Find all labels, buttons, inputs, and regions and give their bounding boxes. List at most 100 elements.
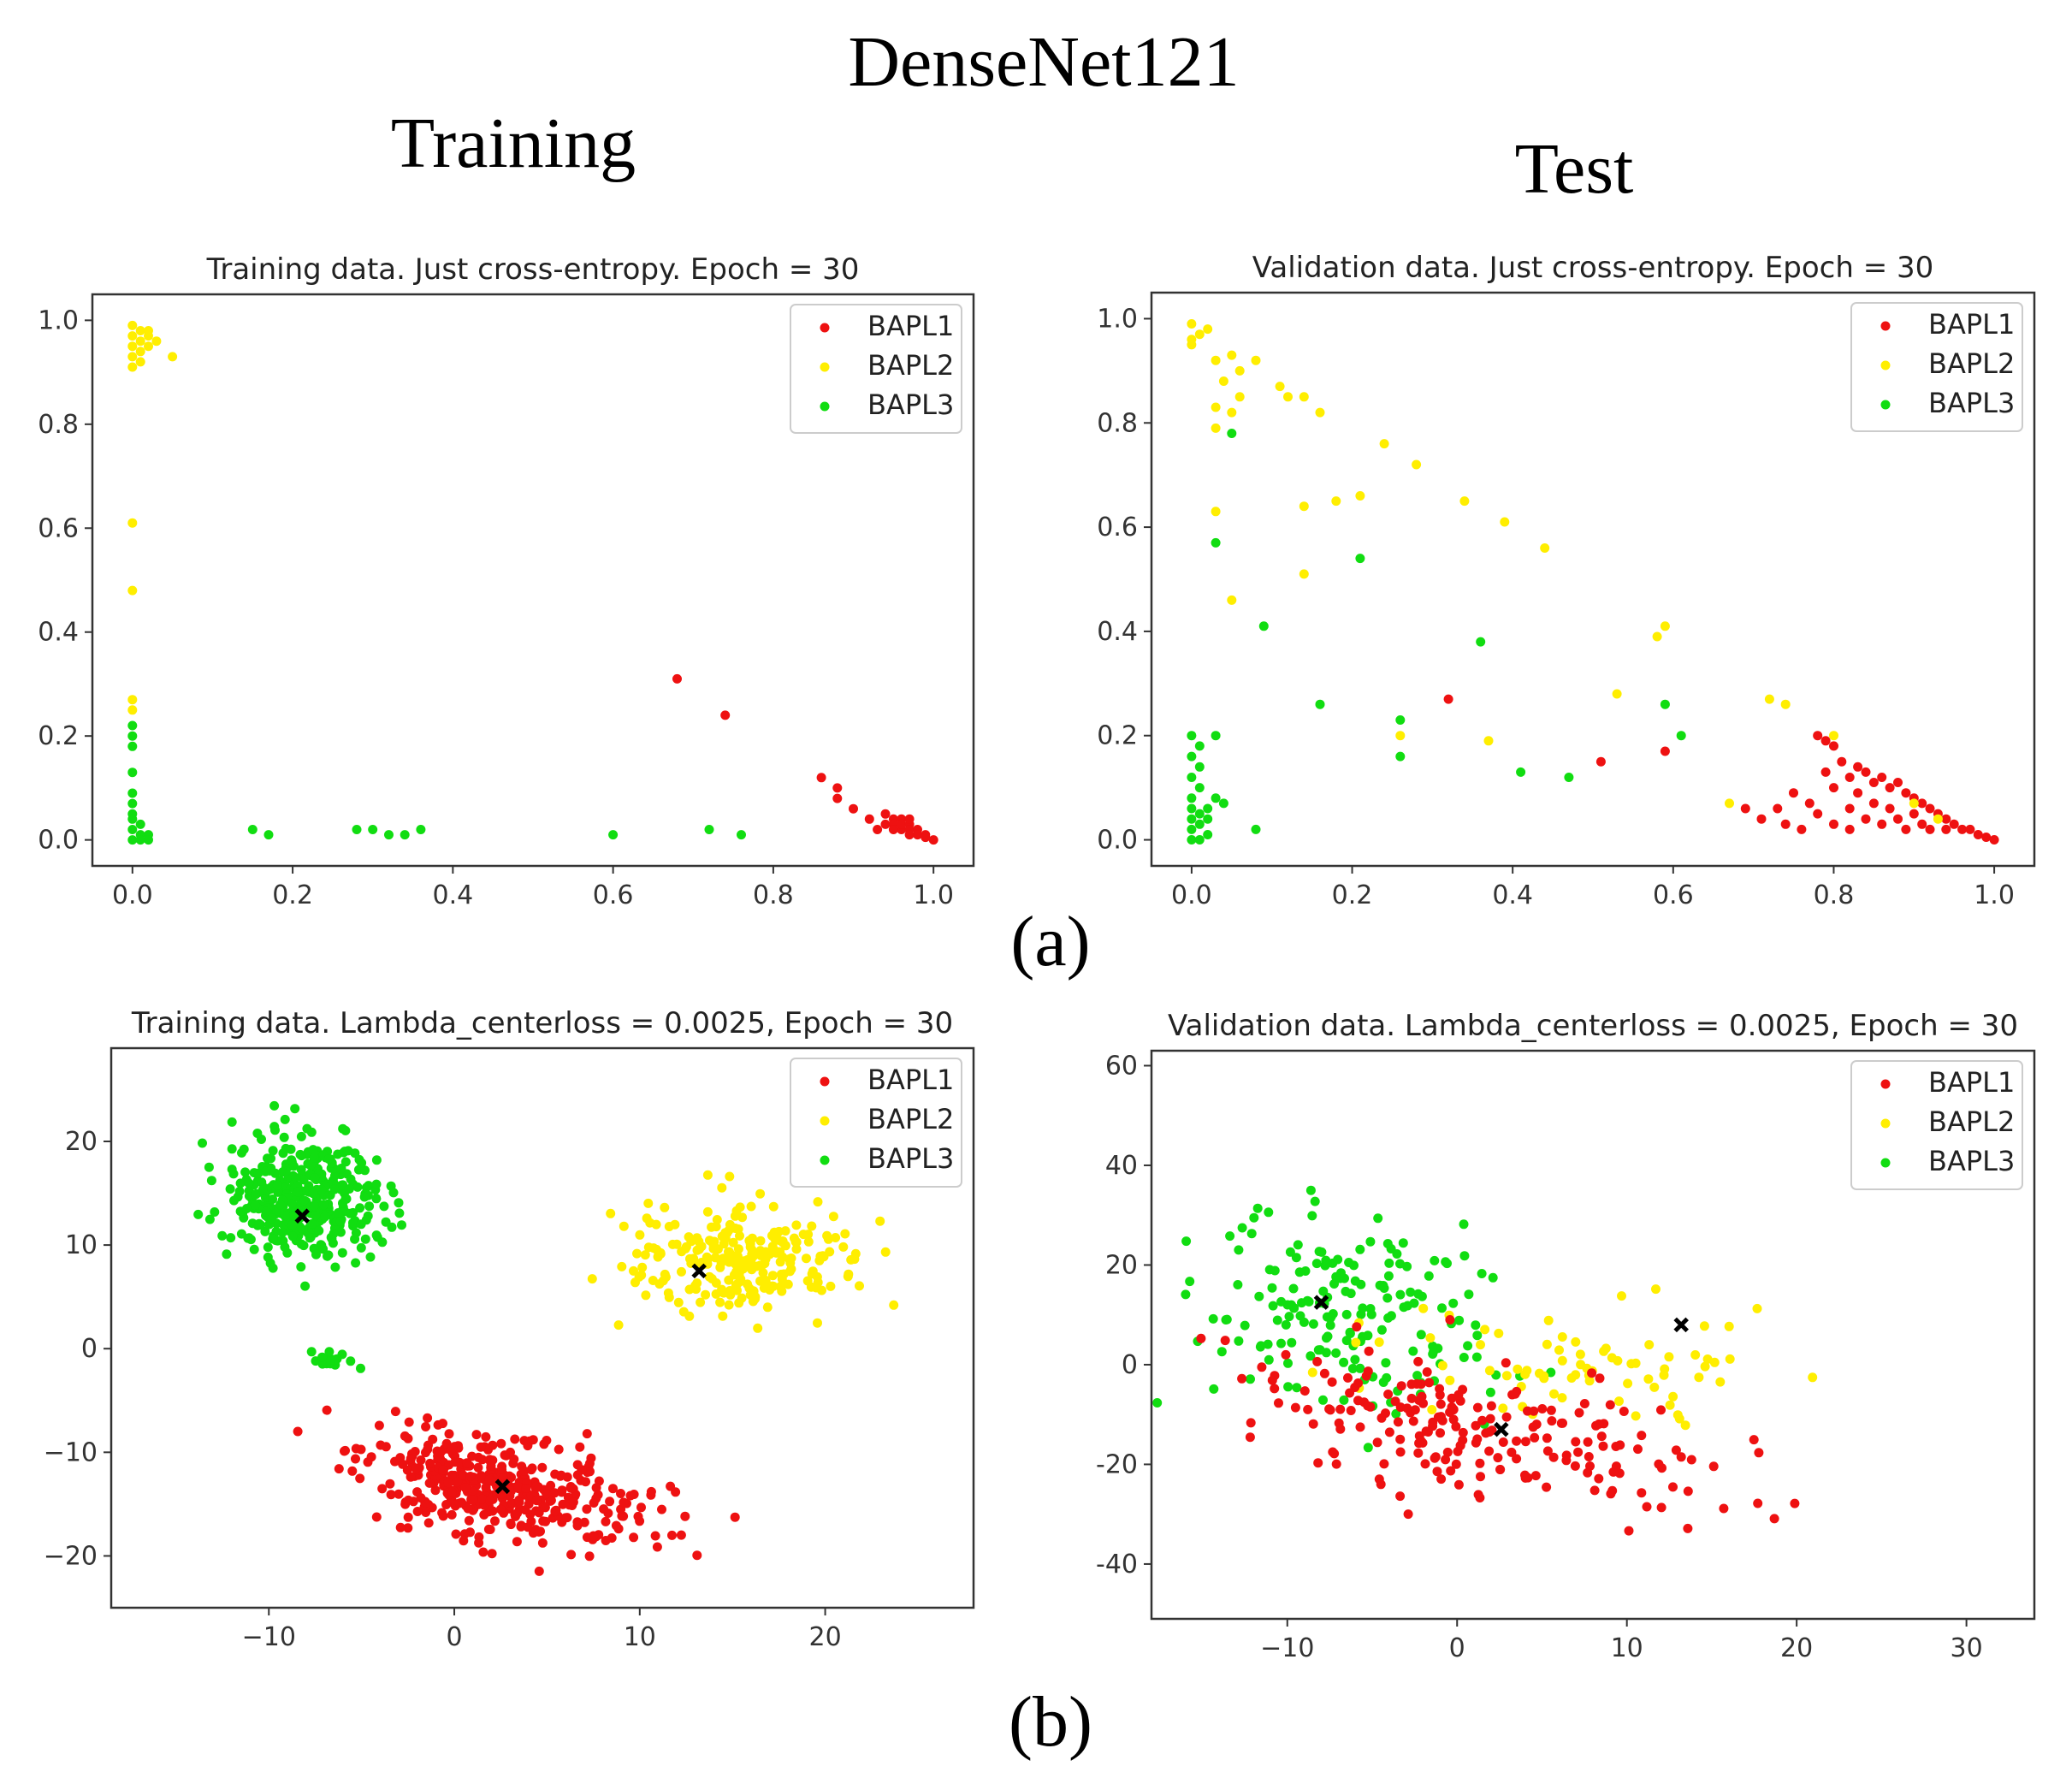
point-bapl1 (1430, 1453, 1440, 1463)
point-bapl2 (791, 1220, 802, 1230)
chart-title: Training data. Just cross-entropy. Epoch… (206, 252, 860, 287)
point-bapl1 (1683, 1523, 1693, 1533)
point-bapl2 (660, 1202, 670, 1212)
point-bapl3 (1194, 809, 1205, 819)
point-bapl1 (1829, 783, 1838, 793)
point-bapl3 (240, 1167, 251, 1177)
point-bapl1 (1376, 1413, 1387, 1423)
point-bapl3 (1203, 814, 1213, 824)
point-bapl3 (127, 825, 138, 834)
point-bapl1 (423, 1413, 433, 1423)
point-bapl1 (1290, 1402, 1300, 1413)
point-bapl3 (1246, 1374, 1255, 1384)
point-bapl3 (296, 1165, 306, 1175)
point-bapl1 (1274, 1398, 1283, 1408)
point-bapl1 (566, 1550, 577, 1560)
point-bapl3 (323, 1154, 334, 1164)
point-bapl1 (864, 814, 874, 824)
point-bapl2 (768, 1201, 778, 1212)
point-bapl2 (783, 1279, 793, 1289)
point-bapl3 (1310, 1196, 1320, 1206)
point-bapl3 (337, 1248, 347, 1258)
point-bapl3 (311, 1211, 321, 1221)
point-bapl2 (1566, 1373, 1577, 1383)
point-bapl3 (1345, 1327, 1355, 1337)
point-bapl3 (309, 1153, 319, 1163)
point-bapl3 (135, 835, 145, 845)
points (1187, 319, 1999, 845)
point-bapl3 (371, 1179, 382, 1189)
point-bapl1 (447, 1509, 457, 1520)
point-bapl2 (680, 1243, 690, 1253)
point-bapl3 (1264, 1354, 1274, 1365)
point-bapl1 (1573, 1447, 1584, 1457)
point-bapl2 (1412, 459, 1422, 470)
point-bapl3 (1333, 1254, 1343, 1265)
point-bapl2 (127, 362, 138, 372)
point-bapl1 (424, 1478, 435, 1488)
point-bapl3 (127, 814, 138, 824)
point-bapl1 (1571, 1437, 1581, 1447)
point-bapl1 (616, 1489, 625, 1498)
point-bapl3 (127, 741, 138, 751)
point-bapl1 (438, 1465, 448, 1475)
point-bapl3 (1194, 762, 1205, 772)
point-bapl1 (1313, 1458, 1323, 1468)
point-bapl1 (1436, 1399, 1446, 1409)
point-bapl2 (135, 347, 145, 357)
point-bapl1 (1486, 1401, 1496, 1411)
legend-label-bapl2: BAPL2 (1928, 1105, 2015, 1138)
point-bapl1 (1324, 1404, 1335, 1414)
point-bapl1 (374, 1420, 384, 1431)
point-bapl1 (531, 1496, 542, 1506)
point-bapl1 (1611, 1442, 1621, 1451)
point-bapl3 (1187, 824, 1197, 834)
point-bapl3 (1341, 1286, 1351, 1296)
point-bapl3 (1325, 1320, 1335, 1331)
point-bapl2 (652, 1244, 661, 1254)
point-bapl3 (294, 1222, 305, 1232)
point-bapl1 (1642, 1502, 1652, 1512)
point-bapl3 (1181, 1236, 1192, 1247)
point-bapl1 (474, 1532, 484, 1542)
point-bapl2 (1725, 798, 1734, 809)
x-tick-label: −10 (242, 1622, 296, 1652)
point-bapl1 (1246, 1418, 1256, 1428)
legend-box (790, 1058, 962, 1188)
point-bapl2 (1623, 1378, 1633, 1389)
point-bapl3 (1382, 1372, 1392, 1383)
point-bapl1 (485, 1496, 495, 1506)
point-bapl1 (666, 1481, 676, 1491)
point-bapl1 (1590, 1485, 1600, 1496)
point-bapl3 (360, 1165, 370, 1176)
point-bapl1 (720, 710, 731, 720)
y-tick-label: 0 (81, 1334, 98, 1364)
point-bapl1 (1583, 1437, 1593, 1447)
point-bapl2 (1725, 1354, 1735, 1364)
point-bapl1 (1868, 798, 1879, 809)
point-bapl3 (263, 1252, 273, 1262)
point-bapl3 (1339, 1395, 1349, 1405)
point-bapl3 (1355, 1363, 1365, 1373)
point-bapl1 (1413, 1448, 1424, 1458)
point-bapl3 (1430, 1255, 1440, 1265)
point-bapl2 (1557, 1393, 1567, 1403)
point-bapl3 (204, 1214, 215, 1224)
point-bapl1 (1595, 756, 1606, 767)
point-bapl3 (330, 1262, 340, 1272)
point-bapl1 (1598, 1441, 1608, 1451)
point-bapl3 (127, 788, 138, 798)
point-bapl3 (296, 1131, 306, 1141)
point-bapl2 (1659, 1370, 1669, 1380)
point-bapl1 (1530, 1471, 1541, 1481)
point-bapl2 (1644, 1340, 1655, 1350)
point-bapl1 (1346, 1406, 1356, 1415)
point-bapl1 (1654, 1459, 1664, 1469)
point-bapl3 (229, 1195, 239, 1206)
point-bapl1 (542, 1489, 552, 1499)
point-bapl1 (514, 1497, 524, 1508)
point-bapl2 (826, 1281, 836, 1291)
y-tick-label: −20 (44, 1541, 98, 1571)
axes-frame (1150, 291, 2036, 868)
point-bapl1 (459, 1529, 470, 1539)
